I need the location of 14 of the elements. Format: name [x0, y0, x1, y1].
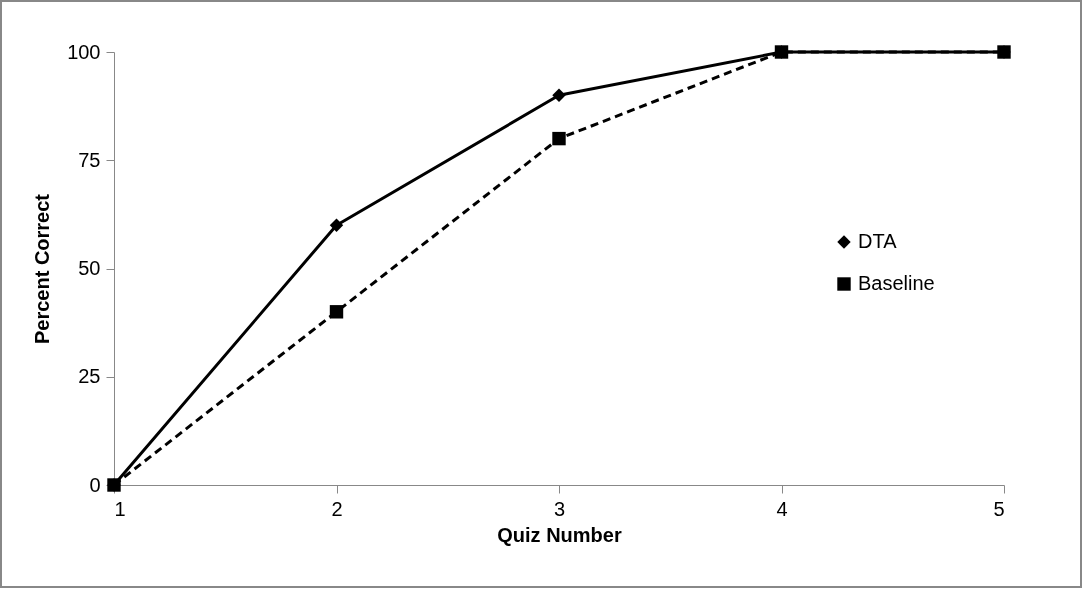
x-axis-title: Quiz Number — [497, 523, 622, 546]
y-tick-label: 75 — [78, 148, 101, 171]
x-tick-label: 2 — [331, 497, 343, 520]
y-tick-label: 25 — [78, 365, 101, 388]
x-tick-label: 5 — [993, 497, 1005, 520]
y-tick-label: 0 — [89, 473, 101, 496]
y-axis-title: Percent Correct — [31, 193, 54, 345]
y-tick-label: 100 — [67, 40, 101, 63]
y-tick-label: 50 — [78, 257, 101, 279]
legend-label: Baseline — [858, 272, 935, 294]
x-tick-label: 1 — [114, 497, 126, 520]
x-tick-label: 3 — [553, 497, 566, 520]
x-tick-label: 4 — [776, 497, 788, 520]
legend-label: DTA — [858, 230, 898, 252]
